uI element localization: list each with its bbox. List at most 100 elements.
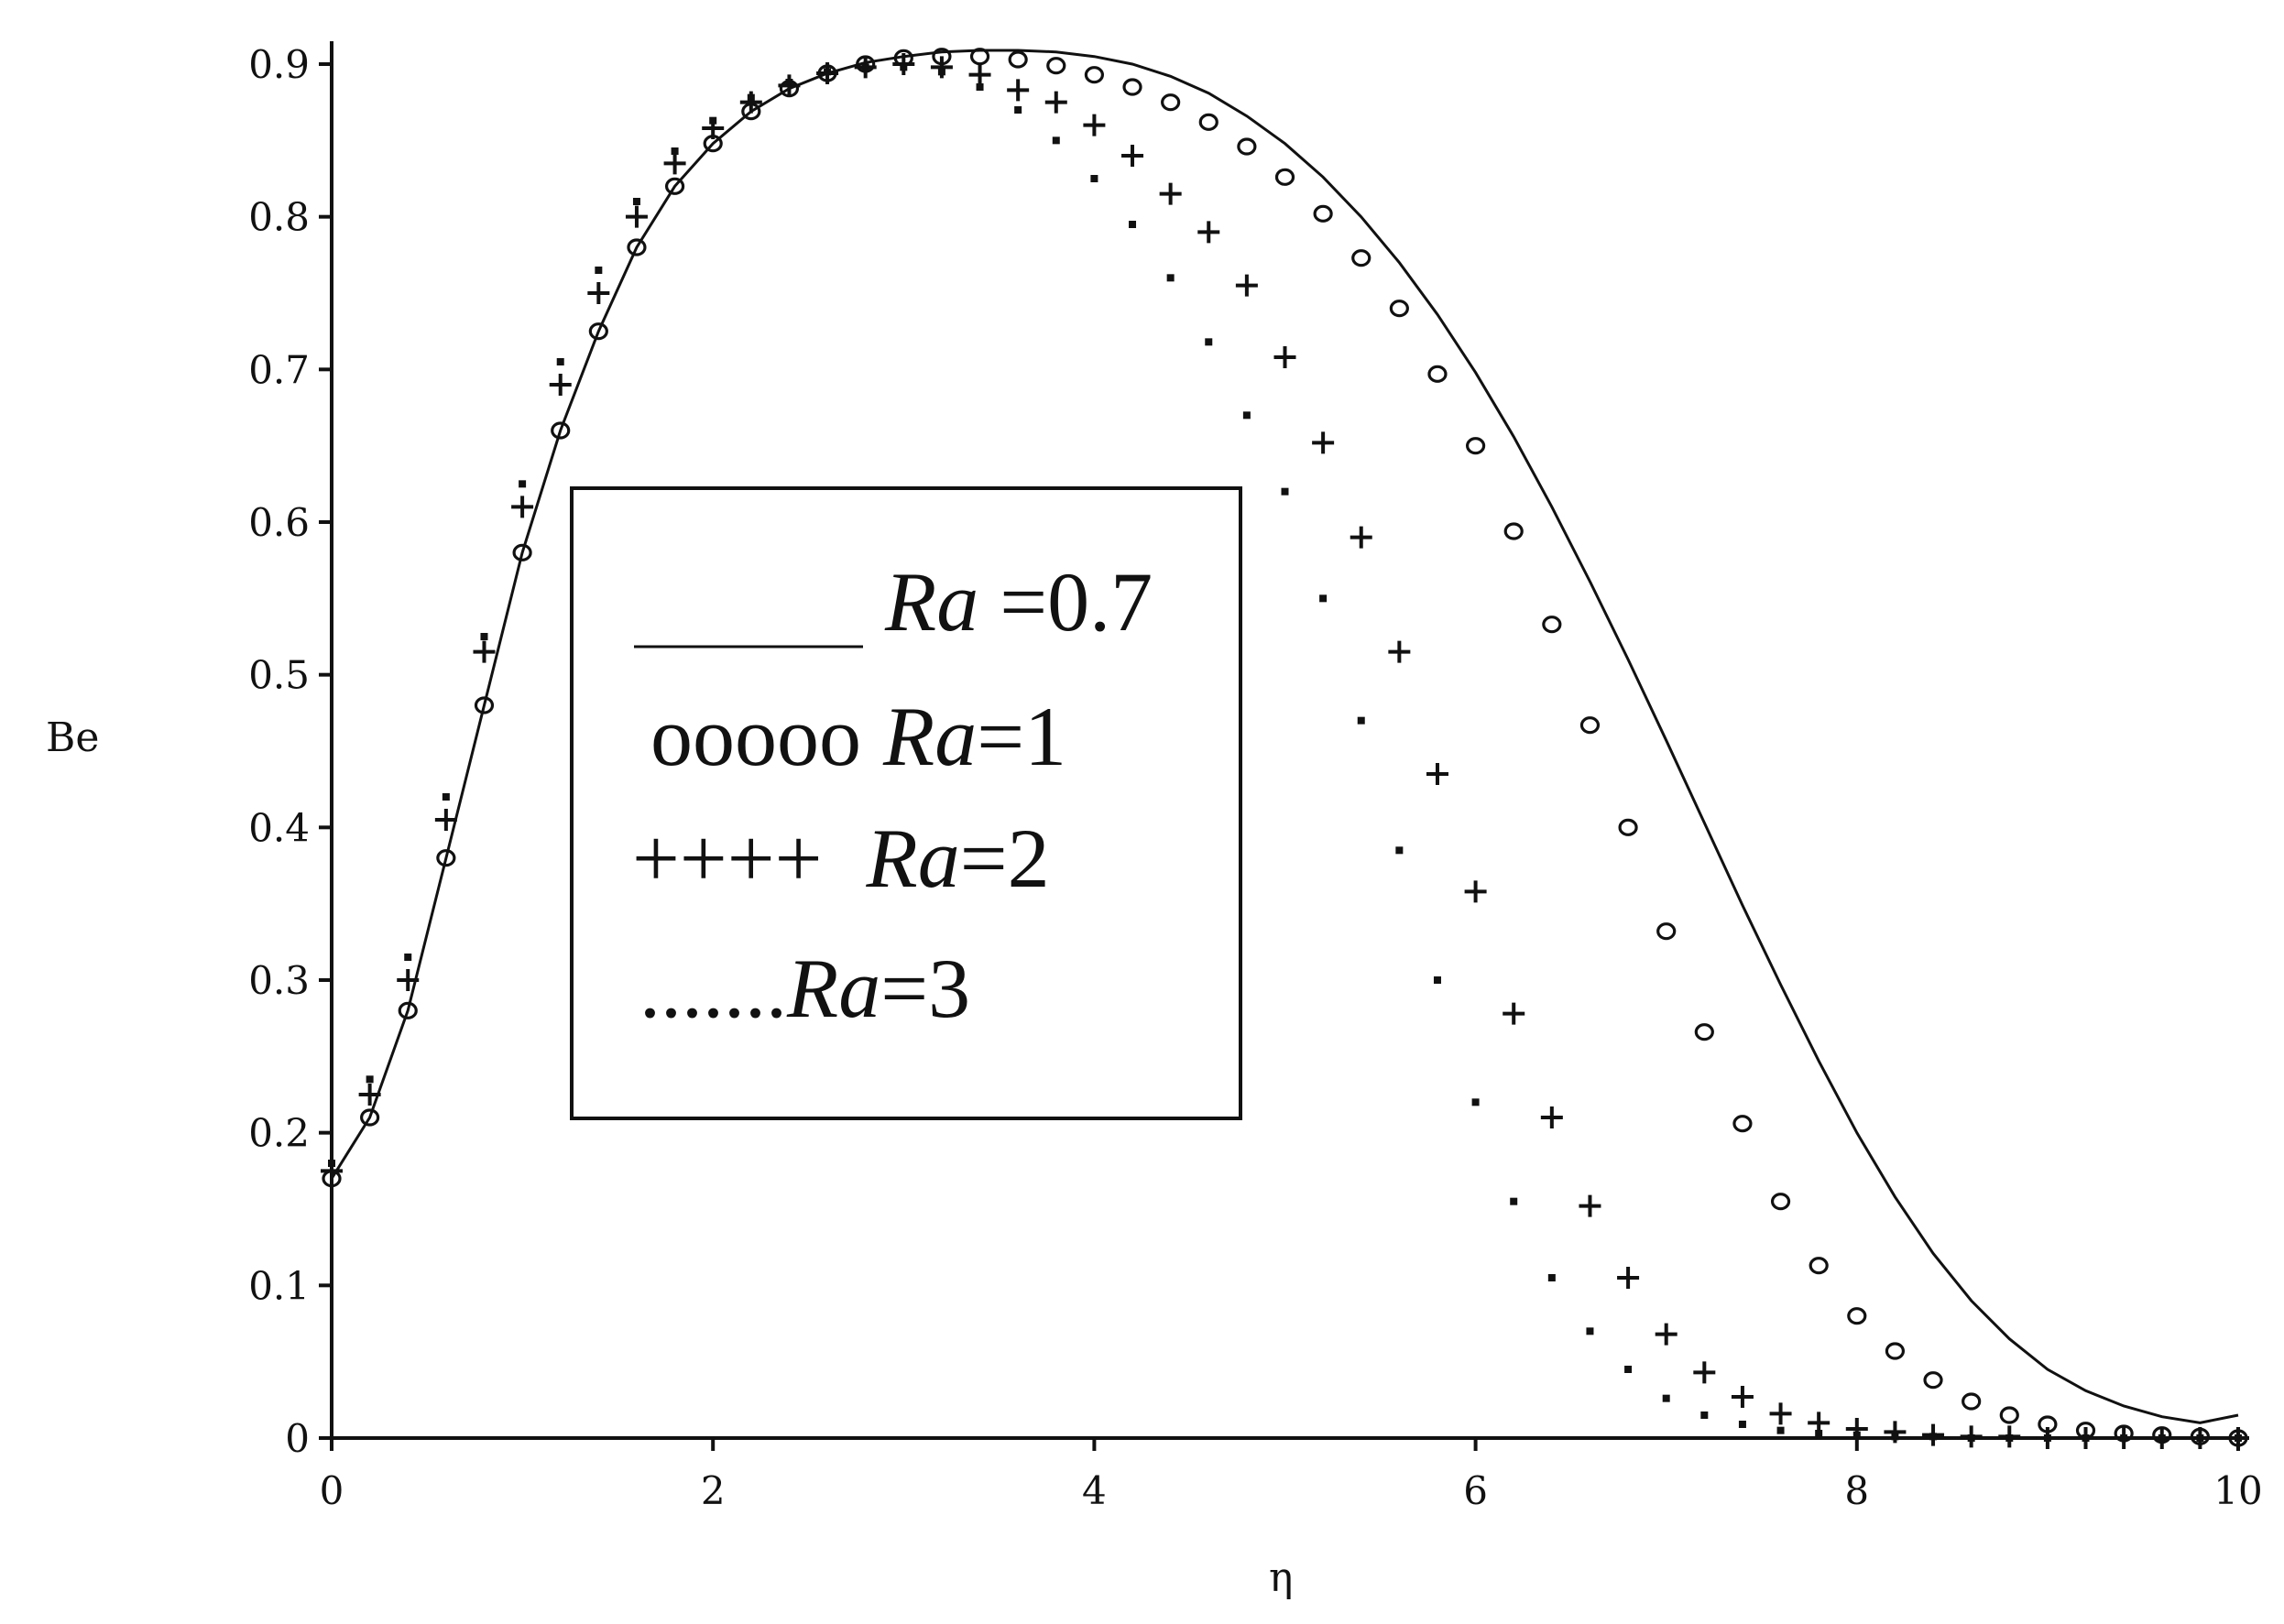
data-point-circle: [1351, 249, 1371, 267]
legend-value: =2: [960, 812, 1050, 905]
data-point-dot: [2043, 1434, 2051, 1442]
data-point-dot: [1166, 274, 1175, 282]
data-point-dot: [556, 358, 564, 365]
data-point-plus: [549, 374, 572, 396]
data-point-plus: [968, 63, 991, 86]
data-point-circle: [474, 696, 495, 714]
y-tick-labels: 0 0.1 0.2 0.3 0.4 0.5 0.6 0.7 0.8 0.9: [248, 42, 310, 1461]
data-point-plus: [1044, 91, 1067, 114]
data-point-dot: [2196, 1434, 2204, 1442]
x-tick-labels: 0 2 4 6 8 10: [320, 1468, 2263, 1513]
data-point-dot: [1891, 1433, 1899, 1441]
data-point-plus: [397, 969, 420, 991]
data-point-circle: [1122, 78, 1142, 96]
data-point-plus: [1464, 880, 1487, 903]
data-point-plus: [625, 205, 648, 228]
data-point-dot: [1586, 1327, 1594, 1335]
data-point-dot: [1052, 136, 1060, 145]
data-point-dot: [2120, 1434, 2128, 1442]
data-point-circle: [1809, 1257, 1829, 1275]
data-point-circle: [512, 543, 532, 561]
series-layer: [321, 48, 2249, 1449]
data-point-circle: [1770, 1193, 1791, 1211]
data-point-circle: [1313, 204, 1333, 223]
data-point-dot: [519, 480, 527, 488]
y-tick-label: 0.6: [248, 500, 310, 545]
legend-value: =1: [977, 690, 1066, 783]
legend-marker-text: .......: [639, 942, 787, 1035]
legend-value: =3: [880, 942, 970, 1035]
data-point-plus: [1579, 1194, 1601, 1217]
data-point-plus: [473, 640, 496, 663]
y-tick-label: 0.4: [248, 805, 310, 850]
data-point-dot: [671, 147, 679, 155]
data-point-dot: [595, 267, 603, 274]
data-point-dot: [861, 63, 869, 71]
data-point-dot: [1738, 1421, 1746, 1428]
data-point-dot: [1395, 846, 1404, 855]
x-tick-label: 0: [320, 1468, 344, 1513]
data-point-circle: [1008, 50, 1028, 69]
x-tick-label: 10: [2213, 1468, 2262, 1513]
data-point-circle: [1694, 1023, 1714, 1041]
data-point-plus: [587, 282, 610, 304]
series-line: [330, 49, 2239, 1424]
data-point-circle: [398, 1001, 418, 1019]
data-point-plus: [1197, 221, 1220, 244]
legend-ra-symbol: Ra: [884, 555, 978, 649]
data-point-dot: [1014, 106, 1022, 114]
data-point-dot: [328, 1160, 335, 1167]
data-point-plus: [1540, 1106, 1563, 1128]
data-point-dot: [1242, 411, 1251, 420]
legend-ra-symbol: Ra: [786, 942, 880, 1035]
data-point-dot: [747, 93, 755, 102]
data-point-circle: [1046, 57, 1066, 75]
data-point-circle: [1847, 1307, 1867, 1325]
data-point-dot: [1967, 1434, 1975, 1442]
x-tick-label: 8: [1844, 1468, 1869, 1513]
x-tick-label: 2: [701, 1468, 726, 1513]
legend-entry-ra-0-7-text: Ra =0.7: [884, 555, 1153, 649]
data-point-dot: [1815, 1430, 1823, 1437]
series-dot: [328, 63, 2242, 1442]
legend-marker-text: ++++: [632, 812, 823, 905]
y-tick-label: 0.3: [248, 958, 310, 1003]
data-point-circle: [360, 1108, 380, 1127]
data-point-dot: [1471, 1098, 1480, 1106]
data-point-dot: [1929, 1433, 1938, 1441]
data-point-circle: [1084, 66, 1105, 84]
data-point-dot: [785, 79, 793, 86]
y-tick-label: 0.7: [248, 347, 310, 392]
data-point-plus: [1426, 763, 1448, 785]
data-point-dot: [1700, 1411, 1709, 1419]
data-point-circle: [1465, 437, 1486, 455]
data-point-dot: [366, 1075, 374, 1084]
data-point-dot: [1205, 338, 1213, 346]
data-point-plus: [1273, 346, 1296, 368]
data-point-dot: [1662, 1394, 1670, 1402]
data-point-dot: [976, 83, 984, 91]
data-point-plus: [1159, 182, 1182, 205]
data-point-dot: [2005, 1434, 2014, 1442]
data-point-dot: [900, 63, 908, 71]
data-point-circle: [627, 238, 647, 256]
legend-entry-ra-1: ooooo Ra=1: [650, 690, 1066, 783]
data-point-dot: [1129, 221, 1137, 228]
data-point-plus: [1655, 1323, 1677, 1346]
data-point-circle: [1618, 818, 1638, 836]
legend-entry-ra-1-text: ooooo Ra=1: [650, 690, 1066, 783]
axes: [319, 41, 2247, 1451]
y-tick-label: 0.9: [248, 42, 310, 87]
legend-entry-ra-0-7: Ra =0.7: [634, 555, 1153, 649]
legend-value: =0.7: [978, 555, 1153, 649]
data-point-dot: [480, 633, 488, 640]
data-point-plus: [1350, 526, 1372, 549]
y-tick-label: 0: [285, 1416, 310, 1461]
data-point-circle: [1579, 716, 1601, 735]
data-point-dot: [1547, 1274, 1556, 1281]
legend-ra-symbol: Ra: [882, 690, 977, 783]
data-point-dot: [2235, 1434, 2242, 1442]
data-point-dot: [824, 68, 832, 76]
y-axis-label: Be: [46, 714, 99, 761]
